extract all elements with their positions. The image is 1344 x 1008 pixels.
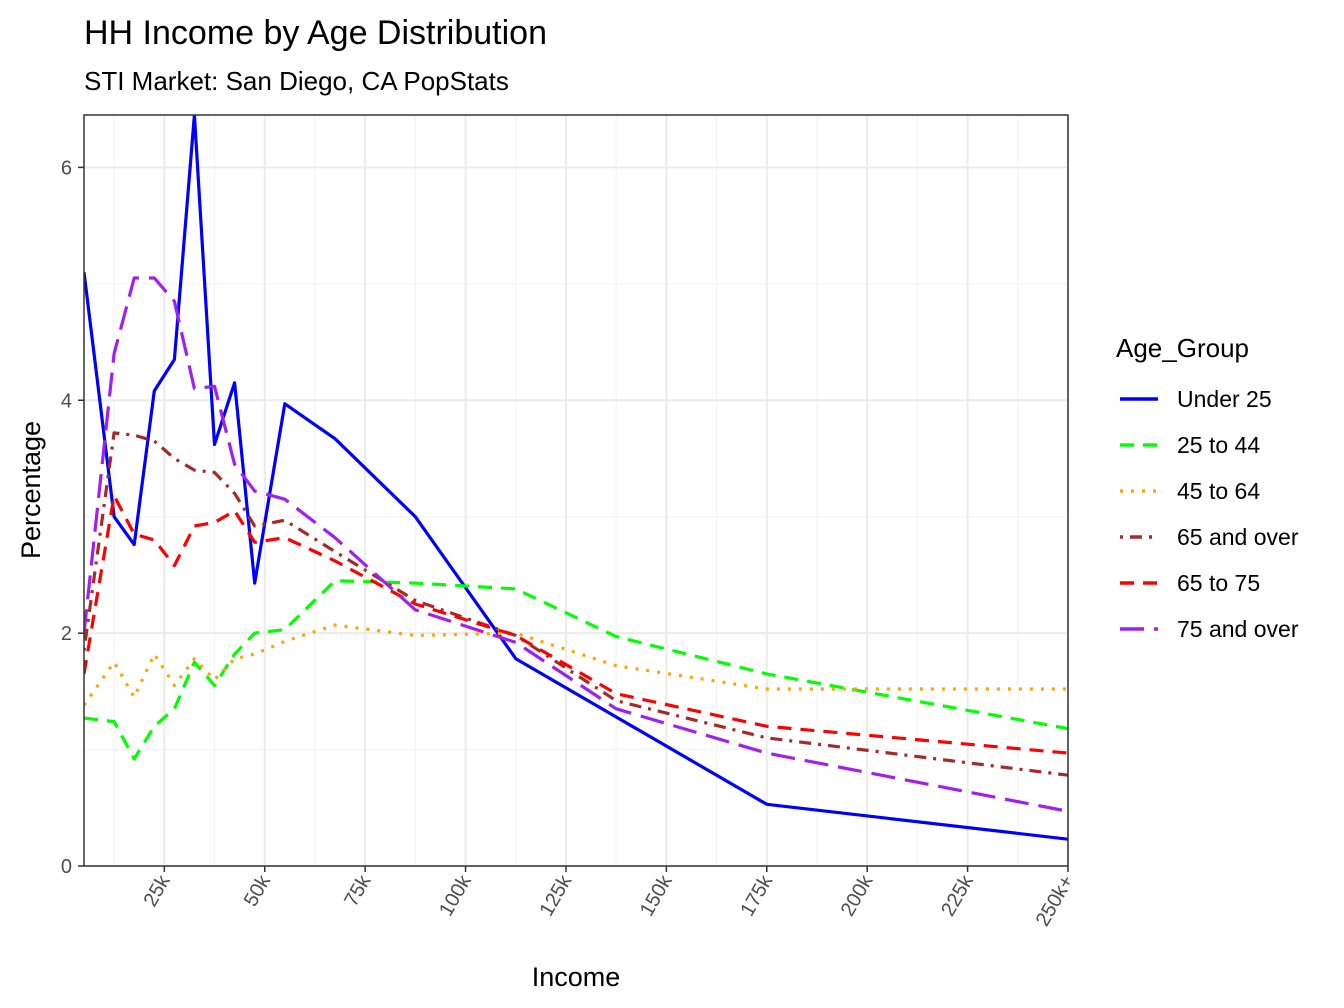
- legend-label: 75 and over: [1177, 616, 1299, 642]
- y-tick-label: 2: [61, 623, 72, 645]
- x-tick-label: 175k: [736, 871, 777, 920]
- x-tick-label: 150k: [636, 871, 677, 920]
- y-tick-label: 6: [61, 157, 72, 179]
- y-tick-label: 4: [61, 390, 72, 412]
- series-line: [84, 494, 1068, 755]
- x-tick-label: 50k: [240, 871, 276, 911]
- plot-border: [83, 114, 1069, 867]
- x-tick-label: 225k: [937, 871, 978, 920]
- x-tick-label: 125k: [536, 871, 577, 920]
- legend-title: Age_Group: [1116, 333, 1249, 363]
- x-axis-label: Income: [532, 962, 621, 992]
- x-tick-label: 100k: [435, 871, 476, 920]
- series-line: [84, 276, 1068, 813]
- chart-title: HH Income by Age Distribution: [84, 14, 547, 52]
- series-line: [84, 579, 1068, 761]
- legend-label: 65 to 75: [1177, 570, 1260, 596]
- legend-label: 25 to 44: [1177, 432, 1260, 458]
- legend-label: 65 and over: [1177, 524, 1299, 550]
- x-tick-label: 75k: [340, 871, 376, 911]
- x-tick-label: 250k+: [1032, 872, 1079, 931]
- series-line: [84, 115, 1068, 841]
- legend-label: 45 to 64: [1177, 478, 1260, 504]
- x-tick-label: 200k: [837, 871, 878, 920]
- plot-lines: [84, 115, 1068, 841]
- legend-label: Under 25: [1177, 386, 1272, 412]
- x-tick-label: 25k: [139, 871, 175, 911]
- y-axis-label: Percentage: [16, 421, 46, 559]
- y-tick-label: 0: [61, 856, 72, 878]
- series-line: [84, 431, 1068, 777]
- chart-subtitle: STI Market: San Diego, CA PopStats: [84, 66, 509, 96]
